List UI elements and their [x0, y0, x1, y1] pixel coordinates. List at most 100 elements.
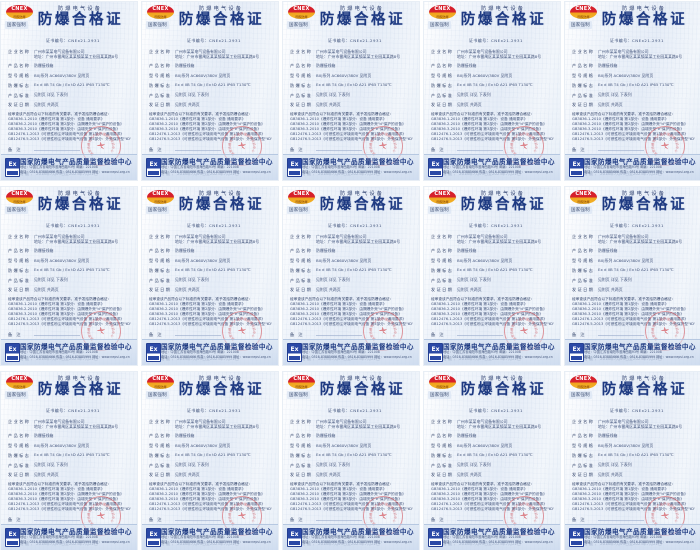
field-row: 产品名称 防爆接线箱 — [8, 248, 131, 254]
cnex-logo-text: CNEX — [293, 191, 310, 197]
seal-char: 爆 — [228, 327, 233, 331]
certificate-card[interactable]: CNEX 国家防爆 国家强制 防爆电气设备 防爆合格证 证书编号：CNEx21.… — [565, 2, 700, 180]
certificate-footer: Ex 国家防爆电气产品质量监督检验中心 地址：中国江苏省南阳市淮海西路93号 邮… — [565, 524, 700, 550]
standard-line: GB12476.1-2013《可燃性粉尘环境用电气设备 第1部分：通用要求》 — [431, 317, 547, 322]
field-row: 产品名称 防爆接线箱 — [431, 433, 554, 439]
standards-lead: 经审查该产品符合以下标准的有关要求，准予发给防爆合格证： — [572, 481, 676, 486]
field-row: 型号规格 BXJ系列 AC660V/380V 见附页 — [149, 258, 272, 264]
field-value-line: 见附页 详见 下表列 — [457, 277, 491, 283]
cnex-logo-icon: CNEX 国家防爆 — [6, 5, 33, 20]
issuing-organization: 国家防爆电气产品质量监督检验中心 — [443, 528, 555, 536]
certificate-card[interactable]: CNEX 国家防爆 国家强制 防爆电气设备 防爆合格证 证书编号：CNEx21.… — [424, 2, 560, 180]
field-value-line: 防爆接线箱 — [316, 62, 336, 68]
certificate-card[interactable]: CNEX 国家防爆 国家强制 防爆电气设备 防爆合格证 证书编号：CNEx21.… — [424, 187, 560, 365]
certificate-card[interactable]: CNEX 国家防爆 国家强制 防爆电气设备 防爆合格证 证书编号：CNEx21.… — [1, 187, 137, 365]
seal-char: 心 — [673, 333, 679, 338]
footer-address-line1: 地址：中国江苏省南阳市淮海西路93号 邮编：221008 — [584, 350, 662, 354]
standards-lead: 经审查该产品符合以下标准的有关要求，准予发给防爆合格证： — [149, 111, 253, 116]
national-mark-label: 国家强制 — [569, 21, 592, 29]
field-label: 发证日期 — [290, 102, 313, 108]
certificate-card[interactable]: CNEX 国家防爆 国家强制 防爆电气设备 防爆合格证 证书编号：CNEx21.… — [565, 372, 700, 550]
cnex-logo-sub: 国家防爆 — [577, 200, 590, 204]
certificate-card[interactable]: CNEX 国家防爆 国家强制 防爆电气设备 防爆合格证 证书编号：CNEx21.… — [283, 372, 419, 550]
certificate-header: CNEX 国家防爆 国家强制 防爆电气设备 防爆合格证 — [424, 2, 560, 36]
certificate-subtitle: 防爆电气设备 — [339, 6, 385, 12]
field-label: 发证日期 — [8, 287, 31, 293]
certificate-number: 证书编号：CNEx21.2931 — [610, 38, 664, 43]
certificate-fields: 企业名称 广州市某某电气设备有限公司 地址：广州市番禺区某某镇某某工业园某某路8号产… — [149, 234, 272, 293]
cnex-logo-icon: CNEX 国家防爆 — [288, 375, 315, 390]
footer-address: 地址：中国江苏省南阳市淮海西路93号 邮编：221008 电话：0516-838… — [302, 350, 417, 359]
certificate-card[interactable]: CNEX 国家防爆 国家强制 防爆电气设备 防爆合格证 证书编号：CNEx21.… — [142, 372, 278, 550]
seal-char: 爆 — [510, 327, 515, 331]
field-value: 防爆接线箱 — [316, 63, 413, 68]
certificate-number: 证书编号：CNEx21.2931 — [469, 223, 523, 228]
certificate-header: CNEX 国家防爆 国家强制 防爆电气设备 防爆合格证 — [283, 187, 419, 221]
remark-label: 备 注 — [290, 146, 304, 152]
certificate-fields: 企业名称 广州市某某电气设备有限公司 地址：广州市番禺区某某镇某某工业园某某路8号产… — [290, 234, 413, 293]
issuing-organization: 国家防爆电气产品质量监督检验中心 — [302, 343, 414, 351]
seal-char: 爆 — [228, 512, 233, 516]
field-value-line: 见附页 共两页 — [316, 471, 341, 477]
standard-line: GB3836.1-2010《爆炸性环境 第1部分：设备 通用要求》 — [149, 301, 246, 306]
certificate-card[interactable]: CNEX 国家防爆 国家强制 防爆电气设备 防爆合格证 证书编号：CNEx21.… — [565, 187, 700, 365]
field-value-line: 防爆接线箱 — [316, 432, 336, 438]
certificate-card[interactable]: CNEX 国家防爆 国家强制 防爆电气设备 防爆合格证 证书编号：CNEx21.… — [142, 2, 278, 180]
field-value-line: 地址：广州市番禺区某某镇某某工业园某某路8号 — [598, 424, 683, 430]
field-value: 广州市某某电气设备有限公司 地址：广州市番禺区某某镇某某工业园某某路8号 — [34, 419, 131, 429]
remark-label: 备 注 — [431, 331, 445, 337]
field-value: 广州市某某电气设备有限公司 地址：广州市番禺区某某镇某某工业园某某路8号 — [316, 419, 413, 429]
certificate-card[interactable]: CNEX 国家防爆 国家强制 防爆电气设备 防爆合格证 证书编号：CNEx21.… — [283, 2, 419, 180]
field-label: 企业名称 — [290, 49, 313, 55]
footer-address: 地址：中国江苏省南阳市淮海西路93号 邮编：221008 电话：0516-838… — [443, 165, 558, 174]
field-value: 见附页 详见 下表列 — [34, 92, 131, 97]
remark-label: 备 注 — [431, 146, 445, 152]
certificate-title: 防爆合格证 — [460, 197, 547, 213]
field-value-line: 见附页 共两页 — [34, 286, 59, 292]
remark-rule — [457, 519, 503, 521]
field-value-line: 广州市某某电气设备有限公司 — [316, 49, 367, 54]
standard-line: GB12476.1-2013《可燃性粉尘环境用电气设备 第1部分：通用要求》 — [290, 502, 406, 507]
standard-line: GB12476.5-2013《可燃性粉尘环境用电气设备 第5部分：外壳保护型"t… — [8, 507, 131, 512]
certificate-header: CNEX 国家防爆 国家强制 防爆电气设备 防爆合格证 — [424, 372, 560, 406]
remark-row: 备 注 — [290, 146, 413, 152]
certificate-fields: 企业名称 广州市某某电气设备有限公司 地址：广州市番禺区某某镇某某工业园某某路8号产… — [8, 234, 131, 293]
national-mark-label: 国家强制 — [146, 391, 169, 399]
field-value: Ex d IIB T4 Gb / Ex tD A21 IP65 T130℃ — [34, 82, 131, 87]
field-value: Ex d IIB T4 Gb / Ex tD A21 IP65 T130℃ — [598, 82, 695, 87]
field-value-line: Ex d IIB T4 Gb / Ex tD A21 IP65 T130℃ — [316, 82, 392, 88]
seal-char: 心 — [250, 333, 256, 338]
standards-list: GB3836.1-2010《爆炸性环境 第1部分：设备 通用要求》 GB3836.… — [572, 302, 695, 327]
field-value-line: 见附页 详见 下表列 — [34, 277, 68, 283]
certificate-card[interactable]: CNEX 国家防爆 国家强制 防爆电气设备 防爆合格证 证书编号：CNEx21.… — [424, 372, 560, 550]
field-row: 防爆标志 Ex d IIB T4 Gb / Ex tD A21 IP65 T130… — [290, 82, 413, 88]
certificate-subtitle: 防爆电气设备 — [621, 376, 667, 382]
field-value-line: BXJ系列 AC660V/380V 见附页 — [316, 257, 372, 263]
field-row: 型号规格 BXJ系列 AC660V/380V 见附页 — [149, 443, 272, 449]
certificate-card[interactable]: CNEX 国家防爆 国家强制 防爆电气设备 防爆合格证 证书编号：CNEx21.… — [1, 372, 137, 550]
standards-list: GB3836.1-2010《爆炸性环境 第1部分：设备 通用要求》 GB3836.… — [290, 117, 413, 142]
field-label: 防爆标志 — [431, 267, 454, 273]
remark-row: 备 注 — [149, 516, 272, 522]
field-value: Ex d IIB T4 Gb / Ex tD A21 IP65 T130℃ — [175, 267, 272, 272]
certificate-card[interactable]: CNEX 国家防爆 国家强制 防爆电气设备 防爆合格证 证书编号：CNEx21.… — [1, 2, 137, 180]
cnex-logo-icon: CNEX 国家防爆 — [147, 375, 174, 390]
certificate-subtitle: 防爆电气设备 — [480, 6, 526, 12]
standard-line: GB12476.1-2013《可燃性粉尘环境用电气设备 第1部分：通用要求》 — [8, 317, 124, 322]
field-label: 发证日期 — [431, 287, 454, 293]
certificate-card[interactable]: CNEX 国家防爆 国家强制 防爆电气设备 防爆合格证 证书编号：CNEx21.… — [142, 187, 278, 365]
standards-paragraph: 经审查该产品符合以下标准的有关要求，准予发给防爆合格证： GB3836.1-20… — [8, 482, 131, 513]
field-row: 产品标准 见附页 详见 下表列 — [8, 462, 131, 468]
cnex-logo-text: CNEX — [575, 6, 592, 12]
certificate-header: CNEX 国家防爆 国家强制 防爆电气设备 防爆合格证 — [424, 187, 560, 221]
certificate-card[interactable]: CNEX 国家防爆 国家强制 防爆电气设备 防爆合格证 证书编号：CNEx21.… — [283, 187, 419, 365]
certificate-header: CNEX 国家防爆 国家强制 防爆电气设备 防爆合格证 — [142, 2, 278, 36]
standard-line: GB12476.5-2013《可燃性粉尘环境用电气设备 第5部分：外壳保护型"t… — [572, 322, 695, 327]
field-value: 见附页 详见 下表列 — [175, 462, 272, 467]
field-label: 发证日期 — [572, 287, 595, 293]
footer-address: 地址：中国江苏省南阳市淮海西路93号 邮编：221008 电话：0516-838… — [443, 350, 558, 359]
cnex-logo-text: CNEX — [11, 376, 28, 382]
standards-paragraph: 经审查该产品符合以下标准的有关要求，准予发给防爆合格证： GB3836.1-20… — [8, 297, 131, 328]
field-value-line: 见附页 共两页 — [598, 471, 623, 477]
